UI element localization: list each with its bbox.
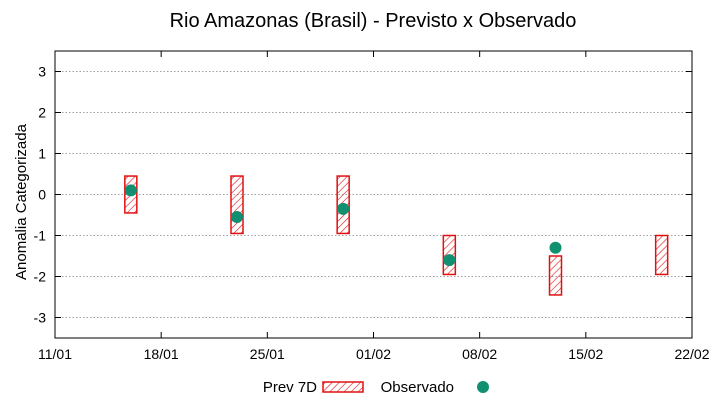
y-tick-label: -3 xyxy=(34,310,47,326)
y-axis-ticks: 3 2 1 0 -1 -2 -3 xyxy=(34,64,692,326)
grid-lines xyxy=(55,71,692,318)
data-marks xyxy=(124,175,669,296)
x-tick-label: 18/01 xyxy=(144,346,179,362)
observed-point xyxy=(549,241,562,254)
x-tick-label: 01/02 xyxy=(356,346,391,362)
x-tick-label: 15/02 xyxy=(568,346,603,362)
y-tick-label: -1 xyxy=(34,228,47,244)
legend-swatch-prev xyxy=(322,381,364,393)
y-tick-label: -2 xyxy=(34,269,47,285)
observed-point xyxy=(231,211,243,224)
y-axis-label: Anomalia Categorizada xyxy=(13,123,30,280)
forecast-interval-bar xyxy=(548,255,563,296)
forecast-interval-bar xyxy=(654,234,669,276)
observed-point xyxy=(124,184,137,197)
observed-point xyxy=(337,202,350,215)
y-tick-label: 2 xyxy=(38,105,46,121)
x-tick-label: 08/02 xyxy=(462,346,497,362)
x-tick-label: 11/01 xyxy=(38,346,72,362)
x-axis-ticks: 11/01 18/01 25/01 01/02 08/02 15/02 22/02 xyxy=(38,51,710,362)
forecast-interval-bar xyxy=(230,175,244,235)
y-tick-label: 1 xyxy=(38,146,46,162)
y-tick-label: 0 xyxy=(38,187,46,203)
observed-point xyxy=(443,254,456,267)
x-tick-label: 22/02 xyxy=(674,346,709,362)
y-tick-label: 3 xyxy=(38,64,46,80)
plot-frame xyxy=(54,50,693,339)
legend-label-observado: Observado xyxy=(381,379,454,396)
x-tick-label: 25/01 xyxy=(250,346,285,362)
legend-label-prev: Prev 7D xyxy=(263,379,317,396)
legend-swatch-observado xyxy=(477,381,489,393)
chart-title: Rio Amazonas (Brasil) - Previsto x Obser… xyxy=(170,10,577,32)
legend: Prev 7D Observado xyxy=(263,379,489,396)
